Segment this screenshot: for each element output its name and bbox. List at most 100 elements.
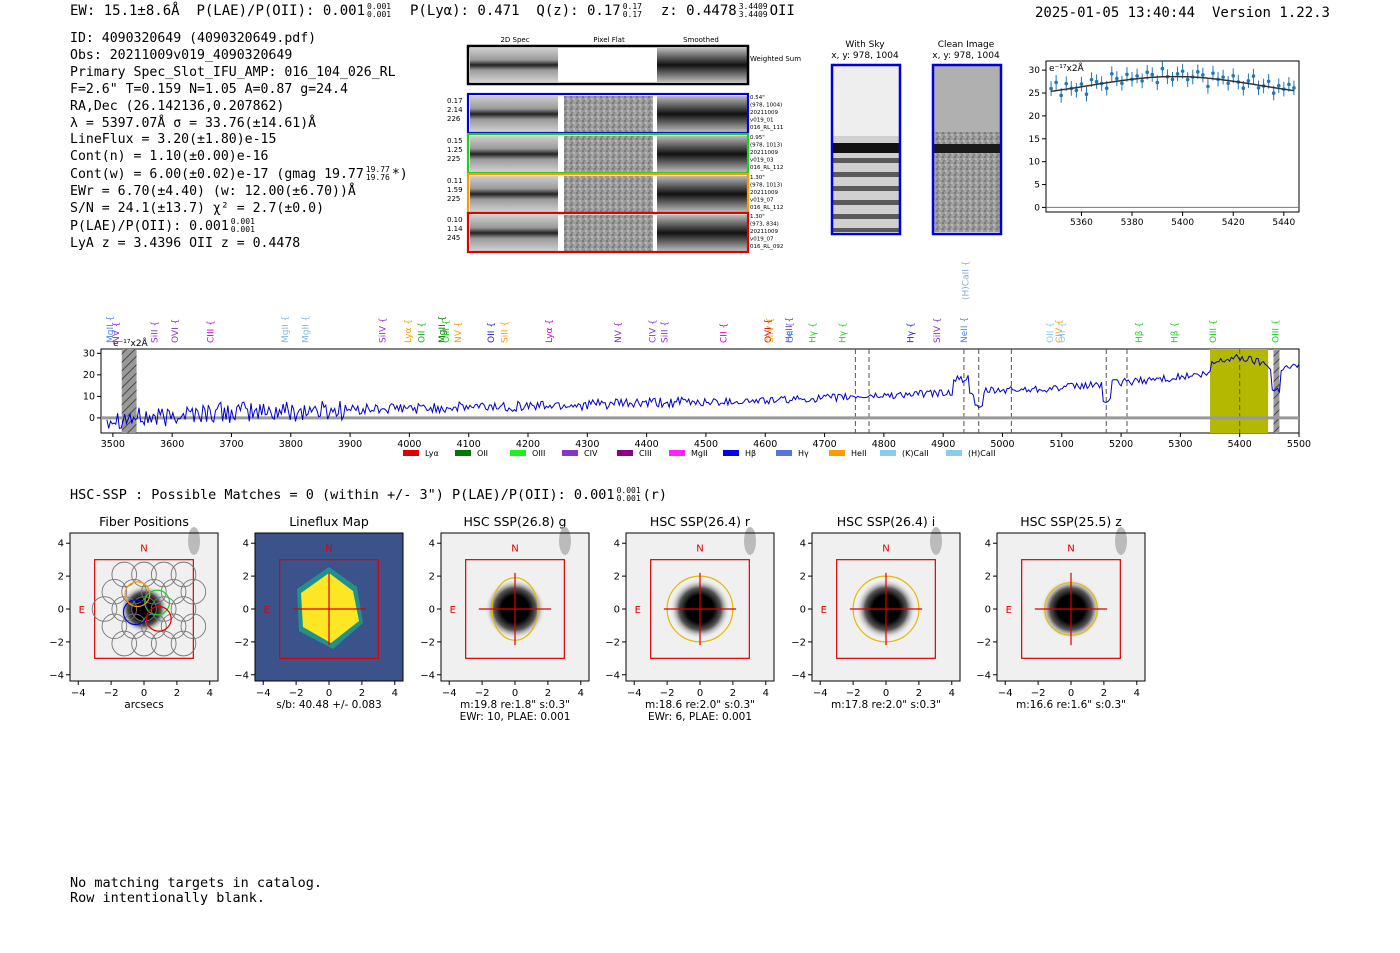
hsc-ytick-label: −4 xyxy=(791,670,806,681)
zoom-point xyxy=(1241,86,1246,91)
hsc-xtick-label: 2 xyxy=(1101,688,1107,699)
neighbor-source xyxy=(744,527,756,555)
hsc-ytick-label: 2 xyxy=(58,572,64,583)
zoom-point xyxy=(1180,69,1185,73)
zoom-xtick-label: 5440 xyxy=(1272,218,1295,228)
fiber-circle xyxy=(170,561,197,588)
spectral-line-label: SiII { xyxy=(660,321,670,343)
spec-xtick-label: 5300 xyxy=(1168,439,1192,450)
spectral-line-label: Hγ { xyxy=(838,322,848,343)
legend-swatch xyxy=(617,450,633,456)
observation-id: Obs: 20211009v019_4090320649 xyxy=(70,47,293,63)
spectral-line-label: OII { xyxy=(1058,322,1068,343)
signal-noise: S/N = 24.1(±13.7) χ² = 2.7(±0.0) xyxy=(70,201,325,217)
spec-xtick-label: 4200 xyxy=(516,439,540,450)
zoom-point xyxy=(1226,81,1230,86)
row-left-stat: 245 xyxy=(447,234,460,242)
east-label: E xyxy=(635,605,641,616)
legend-swatch xyxy=(776,450,792,456)
version: Version 1.22.3 xyxy=(1211,5,1330,21)
spectral-line-label: OIII { xyxy=(1209,319,1219,343)
spectral-line-label: OII { xyxy=(487,322,497,343)
spectral-line-label: MgII { xyxy=(106,316,116,343)
zoom-point xyxy=(1064,81,1069,86)
row-right-info: (978, 1004) xyxy=(750,103,782,109)
hsc-ytick-label: 4 xyxy=(800,539,806,550)
spec-ytick-label: 30 xyxy=(83,348,95,359)
hsc-xtick-label: 0 xyxy=(883,688,889,699)
row-right-info: 016_RL_092 xyxy=(750,244,783,250)
hsc-xtick-label: 0 xyxy=(697,688,703,699)
zoom-point xyxy=(1160,66,1165,71)
z-value: z: 0.4478 xyxy=(660,3,737,19)
zoom-point xyxy=(1170,77,1175,82)
row-2dspec xyxy=(470,215,558,251)
row-right-info: v019_07 xyxy=(750,237,774,243)
clean-image-coords: x, y: 978, 1004 xyxy=(932,51,1000,61)
hsc-caption-1: s/b: 40.48 +/- 0.083 xyxy=(276,699,381,711)
spectral-line-label: Hγ { xyxy=(809,322,819,343)
zoom-xtick-label: 5420 xyxy=(1222,218,1245,228)
spectral-line-label: SiII { xyxy=(150,321,160,343)
hsc-xtick-label: 4 xyxy=(949,688,955,699)
spec-xtick-label: 3500 xyxy=(101,439,125,450)
fiber-circle xyxy=(91,596,118,622)
fiber-circle xyxy=(150,630,177,657)
spectral-line-label: SiIV { xyxy=(933,317,943,343)
zoom-point xyxy=(1115,76,1119,81)
hsc-xtick-label: 4 xyxy=(1134,688,1140,699)
hsc-ytick-label: 4 xyxy=(429,539,435,550)
footer-notes: No matching targets in catalog. Row inte… xyxy=(70,876,322,906)
wsum-frame xyxy=(466,44,750,86)
footer-line-2: Row intentionally blank. xyxy=(70,890,266,906)
masked-region xyxy=(121,349,137,433)
zoom-point xyxy=(1094,79,1099,84)
cutout-grid: 2D Spec Pixel Flat Smoothed Weighted Sum… xyxy=(447,36,801,254)
fiber-circle xyxy=(141,578,167,605)
clean-image-frame xyxy=(931,63,1003,236)
hsc-xtick-label: 4 xyxy=(763,688,769,699)
hsc-ytick-label: 2 xyxy=(243,572,249,583)
legend-swatch xyxy=(403,450,419,456)
fiber-params: F=2.6" T=0.159 N=1.05 A=0.87 g=24.4 xyxy=(70,81,348,97)
hsc-xtick-label: 2 xyxy=(545,688,551,699)
zoom-point xyxy=(1059,93,1063,98)
row-right-info: v019_01 xyxy=(750,118,774,124)
row-right-info: 016_RL_111 xyxy=(750,125,783,131)
zoom-point xyxy=(1196,70,1200,74)
zoom-point xyxy=(1201,73,1205,77)
north-label: N xyxy=(882,544,889,555)
hsc-xtick-label: 2 xyxy=(174,688,180,699)
zoom-ytick-label: 20 xyxy=(1029,112,1041,122)
cont-narrow: Cont(n) = 1.10(±0.00)e-16 xyxy=(70,149,269,165)
hsc-ytick-label: −4 xyxy=(49,670,64,681)
legend-swatch xyxy=(829,450,845,456)
fiber-circle xyxy=(101,613,128,640)
hsc-xtick-label: −4 xyxy=(442,688,457,699)
zoom-point xyxy=(1221,75,1225,79)
row-right-info: (973, 834) xyxy=(750,222,779,228)
source-blob xyxy=(120,585,168,633)
zoom-ytick-label: 30 xyxy=(1029,66,1041,76)
hsc-ytick-label: 4 xyxy=(58,539,64,550)
legend-label: MgII xyxy=(691,449,708,458)
spectral-line-label: OVI { xyxy=(171,319,181,343)
east-label: E xyxy=(79,605,85,616)
spec-xtick-label: 4100 xyxy=(457,439,481,450)
row-right-info: 016_RL_112 xyxy=(750,165,783,171)
row-right-info: 0.54" xyxy=(750,95,765,101)
spectral-line-label: (H)CaII { xyxy=(962,261,972,301)
sky-panels: With Sky x, y: 978, 1004 Clean Image x, … xyxy=(830,40,1003,236)
hsc-panel-title: HSC SSP(25.5) z xyxy=(1020,514,1122,529)
spectral-line-label: MgII { xyxy=(302,316,312,343)
east-label: E xyxy=(1006,605,1012,616)
fiber-circle xyxy=(160,613,187,640)
z-range: 3.4409 3.4409 xyxy=(738,2,768,19)
legend-label: (H)CaII xyxy=(968,449,995,458)
hsc-xtick-label: −4 xyxy=(627,688,642,699)
hsc-ytick-label: 0 xyxy=(429,605,435,616)
wsum-smoothed xyxy=(657,48,747,82)
zoom-point xyxy=(1256,86,1261,90)
hsc-panel: HSC SSP(25.5) z N E −4 −4 −2 −2 0 0 2 2 4 4 m:16.6 re… xyxy=(976,514,1146,711)
wsum-2dspec xyxy=(470,48,558,82)
